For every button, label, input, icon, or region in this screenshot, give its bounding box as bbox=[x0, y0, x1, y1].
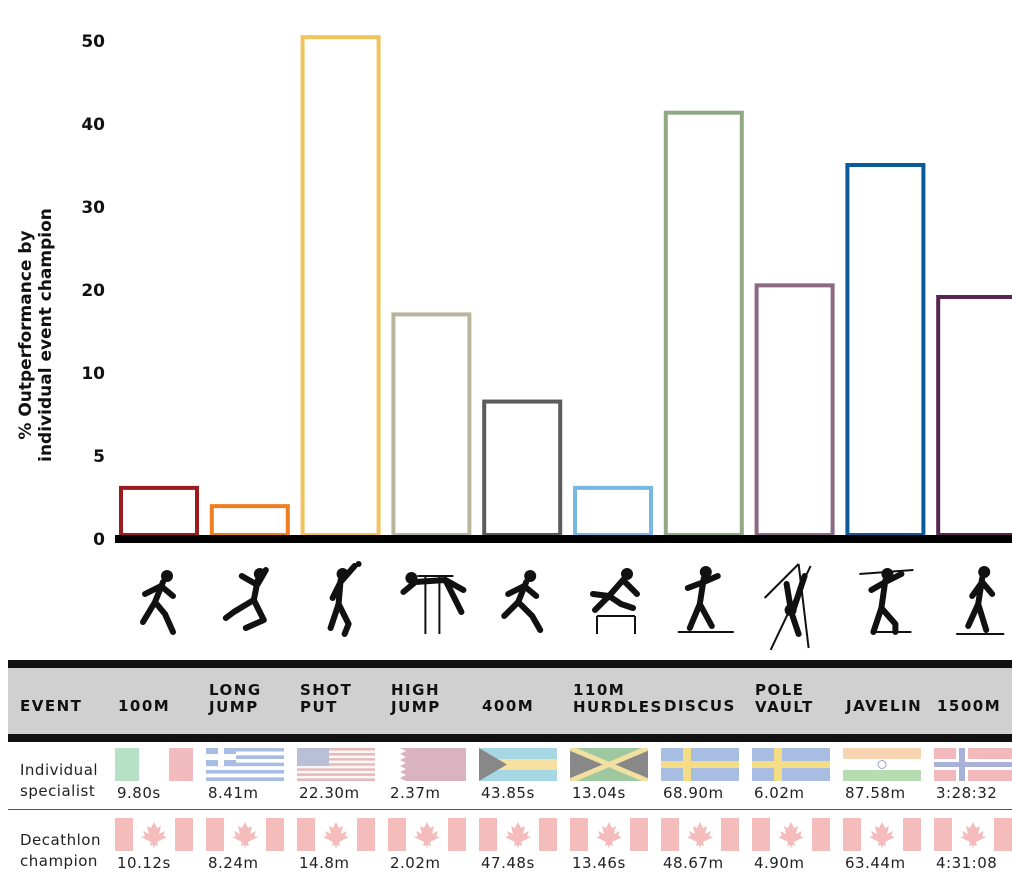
results-table: EVENT 100M LONG JUMP SHOT PUT HIGH JUMP 400M… bbox=[0, 660, 1012, 886]
header-event-5: 110M HURDLES bbox=[573, 681, 663, 716]
row-0-value-7: 6.02m bbox=[754, 784, 805, 802]
header-event-1: LONG JUMP bbox=[209, 681, 262, 716]
y-axis-label: % Outperformance by individual event cham… bbox=[16, 208, 56, 462]
header-event-8: JAVELIN bbox=[846, 697, 923, 715]
x-axis-baseline bbox=[115, 535, 1012, 543]
y-tick-label: 20 bbox=[81, 281, 105, 301]
javelin-thrower-icon bbox=[859, 568, 914, 635]
y-axis-label-line: individual event champion bbox=[36, 208, 56, 462]
high-jumper-icon bbox=[400, 572, 467, 634]
row-1-value-1: 8.24m bbox=[208, 854, 259, 872]
canada-flag-icon bbox=[479, 818, 557, 851]
row-0-value-6: 68.90m bbox=[663, 784, 724, 802]
row-1-value-7: 4.90m bbox=[754, 854, 805, 872]
jamaica-flag-icon bbox=[569, 745, 649, 784]
row-1-value-3: 2.02m bbox=[390, 854, 441, 872]
y-tick-label: 0 bbox=[93, 530, 105, 550]
row-1-value-6: 48.67m bbox=[663, 854, 724, 872]
sprinter-icon bbox=[140, 570, 176, 635]
long-jumper-icon bbox=[222, 567, 269, 631]
header-event-2: SHOT PUT bbox=[300, 681, 353, 716]
row-0-value-4: 43.85s bbox=[481, 784, 535, 802]
canada-flag-icon bbox=[570, 818, 648, 851]
canada-flag-icon bbox=[388, 818, 466, 851]
india-flag-icon bbox=[843, 748, 921, 781]
bahamas-flag-icon bbox=[479, 748, 557, 781]
row-label-1: Decathlon champion bbox=[20, 831, 101, 870]
y-axis-label-line: % Outperformance by bbox=[16, 230, 36, 439]
row-1-value-5: 13.46s bbox=[572, 854, 626, 872]
usa-flag-icon bbox=[297, 748, 375, 781]
shot-putter-icon bbox=[327, 561, 362, 637]
greece-flag-icon bbox=[206, 748, 284, 781]
canada-flag-icon bbox=[206, 818, 284, 851]
bar-1500m bbox=[936, 294, 1012, 538]
sweden-flag-icon bbox=[752, 748, 830, 781]
runner-icon bbox=[501, 570, 544, 633]
bar-shot-put bbox=[300, 35, 381, 537]
sweden-flag-icon bbox=[661, 748, 739, 781]
y-axis-ticks: 0 5 10 20 30 40 50 bbox=[81, 32, 105, 550]
header-event-0: 100M bbox=[118, 697, 171, 715]
row-1-value-8: 63.44m bbox=[845, 854, 906, 872]
y-tick-label: 30 bbox=[81, 198, 105, 218]
norway-flag-icon bbox=[934, 748, 1012, 781]
row-0-value-5: 13.04s bbox=[572, 784, 626, 802]
row-0-value-2: 22.30m bbox=[299, 784, 360, 802]
header-event-4: 400M bbox=[482, 697, 535, 715]
bar-javelin bbox=[845, 163, 926, 537]
row-1-value-2: 14.8m bbox=[299, 854, 350, 872]
bar-discus bbox=[663, 110, 744, 537]
event-icons bbox=[140, 561, 1005, 650]
canada-flag-icon bbox=[661, 818, 739, 851]
bar-chart: % Outperformance by individual event cham… bbox=[16, 32, 1012, 650]
row-1-value-0: 10.12s bbox=[117, 854, 171, 872]
row-0-value-0: 9.80s bbox=[117, 784, 161, 802]
row-1-value-9: 4:31:08 bbox=[936, 854, 998, 872]
canada-flag-icon bbox=[843, 818, 921, 851]
qatar-flag-icon bbox=[388, 748, 466, 781]
bar-high-jump bbox=[391, 312, 472, 537]
bar-100m bbox=[119, 485, 199, 538]
hurdler-icon bbox=[590, 568, 640, 634]
italy-flag-icon bbox=[115, 748, 193, 781]
bars bbox=[119, 35, 1012, 538]
y-tick-label: 50 bbox=[81, 32, 105, 52]
table-header-row: EVENT 100M LONG JUMP SHOT PUT HIGH JUMP 400M… bbox=[8, 660, 1012, 742]
bar-400m bbox=[482, 399, 563, 537]
bar-pole-vault bbox=[754, 283, 835, 537]
y-tick-label: 5 bbox=[93, 447, 105, 467]
y-tick-label: 40 bbox=[81, 115, 105, 135]
row-0-value-3: 2.37m bbox=[390, 784, 441, 802]
canada-flag-icon bbox=[297, 818, 375, 851]
row-label-0: Individual specialist bbox=[20, 761, 99, 800]
header-event-3: HIGH JUMP bbox=[391, 681, 441, 716]
header-event-9: 1500M bbox=[937, 697, 1002, 715]
canada-flag-icon bbox=[934, 818, 1012, 851]
bar-110m-hurdles bbox=[573, 485, 653, 538]
row-0-value-8: 87.58m bbox=[845, 784, 906, 802]
row-1-value-4: 47.48s bbox=[481, 854, 535, 872]
row-0-value-9: 3:28:32 bbox=[936, 784, 998, 802]
header-event-6: DISCUS bbox=[664, 697, 736, 715]
bar-long-jump bbox=[209, 504, 290, 538]
header-event-label: EVENT bbox=[20, 697, 83, 715]
row-0-value-1: 8.41m bbox=[208, 784, 259, 802]
header-event-7: POLE VAULT bbox=[755, 681, 814, 716]
y-tick-label: 10 bbox=[81, 364, 105, 384]
discus-thrower-icon bbox=[677, 566, 734, 633]
row-divider bbox=[8, 809, 1012, 810]
canada-flag-icon bbox=[115, 818, 193, 851]
distance-runner-icon bbox=[956, 566, 1005, 635]
canada-flag-icon bbox=[752, 818, 830, 851]
pole-vaulter-icon bbox=[763, 563, 812, 650]
